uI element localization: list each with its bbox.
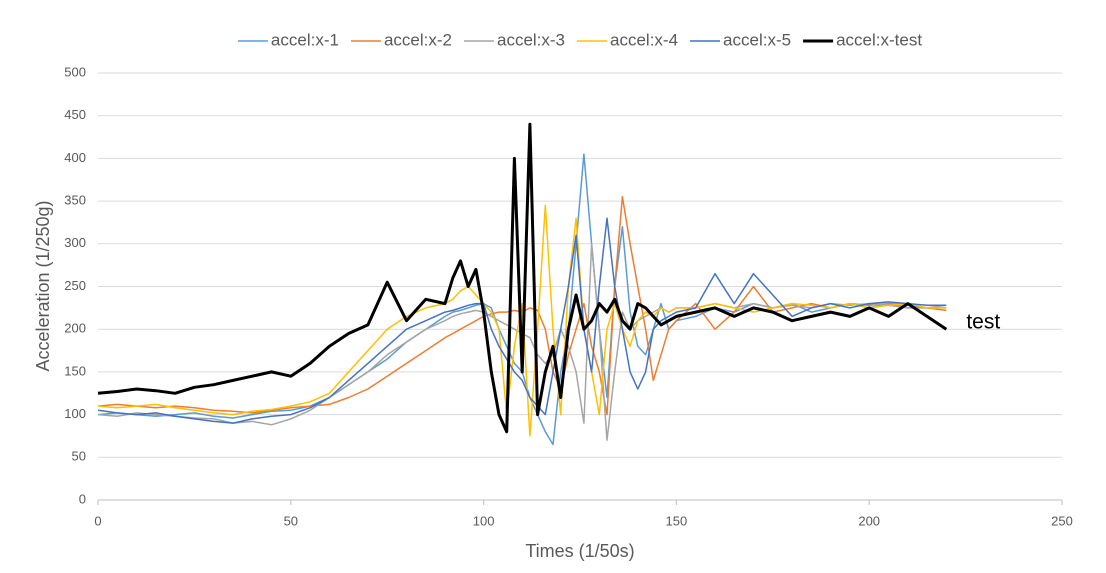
series-line xyxy=(97,153,947,446)
x-tick-label: 100 xyxy=(473,513,495,528)
y-tick-label: 250 xyxy=(64,278,86,293)
y-tick-label: 150 xyxy=(64,363,86,378)
y-tick-label: 300 xyxy=(64,235,86,250)
series-line xyxy=(97,122,948,434)
x-tick-label: 150 xyxy=(666,513,688,528)
x-tick-label: 0 xyxy=(94,513,101,528)
y-tick-label: 350 xyxy=(64,193,86,208)
x-tick-label: 50 xyxy=(284,513,298,528)
legend-label: accel:x-2 xyxy=(384,30,452,49)
series-line xyxy=(97,217,947,424)
legend-label: accel:x-test xyxy=(836,30,922,49)
legend-label: accel:x-3 xyxy=(497,30,565,49)
legend-label: accel:x-4 xyxy=(610,30,678,49)
y-tick-label: 500 xyxy=(64,64,86,79)
x-axis-title: Times (1/50s) xyxy=(525,541,634,561)
legend-label: accel:x-1 xyxy=(271,30,339,49)
y-tick-label: 100 xyxy=(64,406,86,421)
y-tick-label: 450 xyxy=(64,107,86,122)
y-tick-label: 50 xyxy=(72,449,86,464)
x-tick-label: 250 xyxy=(1051,513,1073,528)
y-tick-label: 400 xyxy=(64,150,86,165)
y-tick-label: 200 xyxy=(64,321,86,336)
series-line xyxy=(97,243,947,441)
annotation: test xyxy=(966,311,1000,334)
x-tick-label: 200 xyxy=(858,513,880,528)
y-tick-label: 0 xyxy=(79,491,86,506)
y-axis-title: Acceleration (1/250g) xyxy=(33,200,53,371)
legend-label: accel:x-5 xyxy=(723,30,791,49)
series-line xyxy=(97,196,947,416)
